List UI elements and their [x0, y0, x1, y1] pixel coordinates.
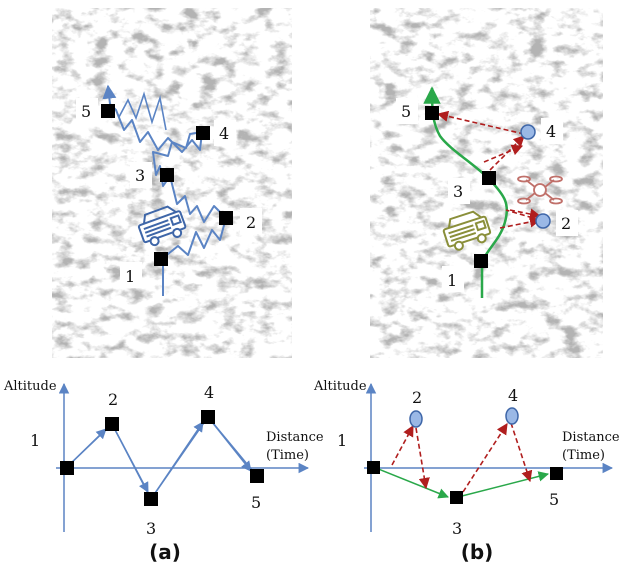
- camper-vehicle-icon-b: [442, 210, 492, 251]
- graph-label-2-a: 2: [108, 390, 118, 409]
- waypoint-4-label-a: 4: [219, 124, 229, 143]
- graph-point-3-a: [144, 492, 158, 506]
- x-axis-label-b-line1: Distance: [562, 430, 620, 445]
- camper-vehicle-icon-a: [137, 205, 187, 247]
- map-a: 1 2 3 4 5: [52, 8, 292, 358]
- graph-label-2-b: 2: [412, 388, 422, 407]
- graph-point-1-b: [367, 461, 380, 474]
- map-b: 1 2 3 4 5: [370, 8, 603, 358]
- drone-hop-2-out-b: [499, 216, 542, 229]
- drone-flight-3-4-b: [462, 423, 508, 493]
- waypoint-2-label-b: 2: [561, 214, 571, 233]
- x-axis-label-a-line2: (Time): [266, 448, 309, 463]
- x-axis-label-b-line2: (Time): [562, 448, 605, 463]
- drone-icon-b: [517, 175, 563, 205]
- graph-label-5-a: 5: [251, 493, 261, 512]
- graph-point-1-a: [60, 461, 74, 475]
- graph-label-3-a: 3: [146, 519, 156, 538]
- caption-b: (b): [460, 540, 494, 564]
- waypoint-3-label-b: 3: [453, 182, 463, 201]
- altitude-profile-a: [66, 415, 258, 501]
- graph-point-3-b: [450, 491, 463, 504]
- waypoint-4-marker-a: [196, 126, 210, 140]
- altitude-graph-b: Altitude Distance (Time) 1 2 3 4 5: [313, 379, 620, 538]
- waypoint-4-drone-node-b: [520, 124, 536, 140]
- waypoint-5-marker-a: [101, 104, 115, 118]
- waypoint-4-label-b: 4: [546, 122, 556, 141]
- waypoint-2-drone-node-b: [535, 213, 551, 229]
- graph-drone-node-2-b: [409, 410, 423, 428]
- graph-point-4-a: [201, 410, 215, 424]
- waypoint-5-label-a: 5: [81, 102, 91, 121]
- drone-flight-4-ret-b: [510, 422, 533, 483]
- waypoint-2-marker-a: [219, 211, 233, 225]
- altitude-graph-a: Altitude Distance (Time) 1 2 3 4 5: [3, 379, 324, 538]
- waypoint-3-label-a: 3: [135, 166, 145, 185]
- y-axis-label-a: Altitude: [3, 379, 57, 394]
- waypoint-5-marker-b: [425, 106, 439, 120]
- graph-label-3-b: 3: [452, 519, 462, 538]
- graph-point-5-b: [550, 467, 563, 480]
- drone-flight-2-ret-b: [415, 427, 430, 490]
- y-axis-label-b: Altitude: [313, 379, 367, 394]
- drone-hop-2b-b: [509, 208, 542, 220]
- waypoint-1-marker-a: [154, 252, 168, 266]
- vehicle-path-tail-a: [118, 91, 167, 131]
- waypoint-1-label-a: 1: [125, 267, 135, 286]
- waypoint-1-label-b: 1: [447, 271, 457, 290]
- graph-label-4-a: 4: [204, 383, 214, 402]
- graph-label-5-b: 5: [549, 490, 559, 509]
- ground-segment-3-5-b: [457, 471, 550, 498]
- drone-hop-4-back-b: [436, 110, 525, 135]
- graph-drone-node-4-b: [505, 407, 519, 425]
- waypoint-3-marker-b: [482, 171, 496, 185]
- waypoint-2-label-a: 2: [246, 213, 256, 232]
- x-axis-label-a-line1: Distance: [266, 430, 324, 445]
- graph-label-1-b: 1: [337, 431, 347, 450]
- waypoint-1-marker-b: [474, 254, 488, 268]
- drone-hop-2-back-b: [505, 209, 541, 221]
- graph-label-4-b: 4: [508, 386, 518, 405]
- drone-hop-4b-b: [483, 144, 524, 163]
- waypoint-3-marker-a: [160, 168, 174, 182]
- waypoint-5-label-b: 5: [401, 102, 411, 121]
- graph-point-2-a: [105, 417, 119, 431]
- caption-a: (a): [149, 540, 181, 564]
- drone-flight-1-2-b: [391, 425, 414, 466]
- vehicle-path-a: [102, 84, 227, 296]
- graph-point-5-a: [250, 469, 264, 483]
- ground-segment-1-3-b: [375, 467, 449, 499]
- graph-label-1-a: 1: [30, 431, 40, 450]
